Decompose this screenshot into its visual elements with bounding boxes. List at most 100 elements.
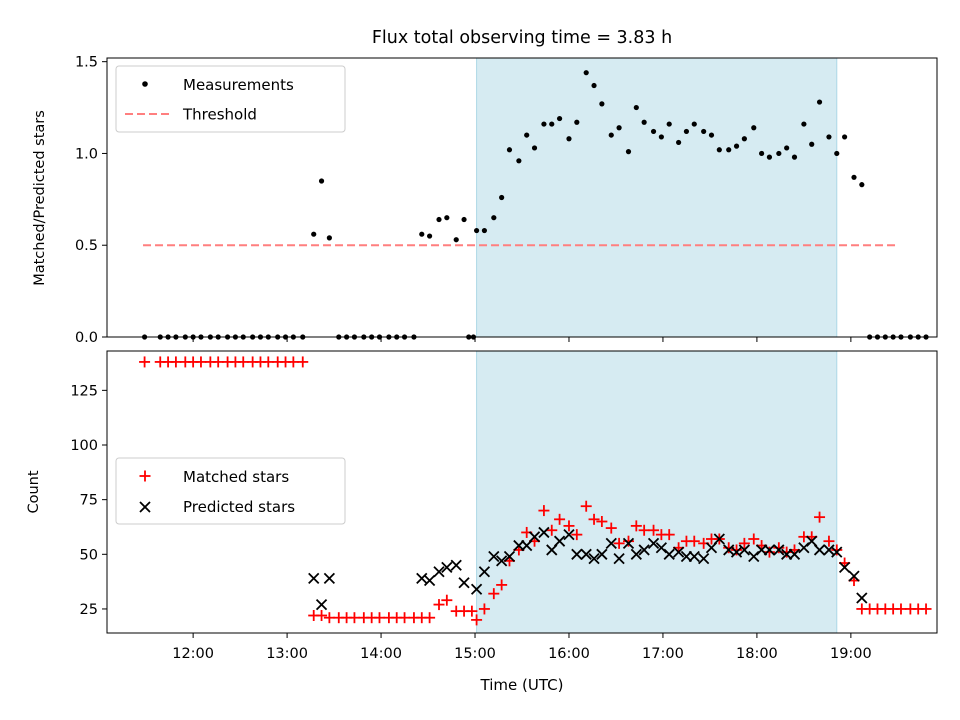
measurement-point [506,147,513,153]
measurement-point [625,149,632,155]
measurement-point [574,119,580,125]
matched-star-point [823,535,835,547]
measurement-point [851,174,857,180]
matched-star-point [195,356,207,368]
measurement-point [650,128,657,135]
predicted-star-point [528,531,541,543]
measurement-point [791,154,798,160]
predicted-star-point [450,559,462,571]
observing-window-shading [476,350,838,634]
observing-window-shading [476,57,838,338]
measurement-point [726,147,732,153]
measurement-point [608,132,614,138]
predicted-star-point [630,548,642,560]
matched-star-point [478,603,490,615]
predicted-star-point [315,598,328,611]
predicted-star-point [773,544,785,556]
matched-star-point [563,520,575,532]
measurement-point [784,145,790,151]
chart-title: Flux total observing time = 3.83 h [372,28,672,48]
predicted-star-point [647,537,660,550]
measurement-point [759,150,765,157]
matched-star-point [763,546,775,558]
measurement-point [541,121,547,127]
measurement-point [834,150,840,157]
ratio-y-tick-label: 1.0 [75,146,98,162]
matched-star-point [466,605,478,617]
ratio-y-tick-label: 0.0 [75,330,98,346]
count-legend-box [115,457,346,525]
measurement-point [801,121,807,127]
matched-star-point [139,356,151,368]
predicted-stars-points [308,526,868,611]
legend-measurements-label: Measurements [183,76,294,94]
measurement-point [549,121,555,127]
matched-star-point [287,356,299,368]
predicted-star-point [423,574,436,587]
measurement-point [641,119,647,125]
predicted-star-point [613,553,625,565]
count-panel: 25 50 75 100 125 12:00 13:00 14:00 15:00 16:00 17… [26,350,938,694]
time-x-axis-label: Time (UTC) [480,676,564,694]
measurement-point [427,233,433,239]
measurement-point [436,216,442,223]
measurement-point [716,147,722,153]
measurement-point [633,104,639,111]
predicted-star-point [838,561,851,574]
matched-star-point [605,522,617,534]
matched-star-point [170,356,182,368]
measurement-point [809,141,815,147]
matched-star-point [316,610,328,622]
predicted-star-point [848,570,860,582]
ratio-legend-box [115,65,346,133]
predicted-star-point [730,546,743,558]
ratio-y-ticks: 0.0 0.5 1.0 1.5 [75,55,107,346]
measurement-point [816,99,823,105]
predicted-star-point [663,548,675,560]
matched-star-point [831,544,843,556]
measurement-point [676,139,682,146]
predicted-star-point [605,537,617,550]
matched-star-point [496,579,508,591]
measurement-point [499,194,505,201]
matched-star-point [781,546,793,558]
matched-star-point [738,537,750,549]
measurement-point [859,182,865,188]
predicted-star-point [308,572,320,584]
matched-star-point [580,500,592,512]
measurement-point [599,101,605,107]
predicted-star-point [488,550,500,563]
measurement-point [444,215,450,221]
matched-star-point [262,356,274,368]
predicted-star-point [831,546,843,558]
measurement-point [751,125,757,131]
observing-window-region [476,350,838,634]
matched-star-point [297,356,309,368]
predicted-star-point [813,544,826,556]
predicted-star-point [503,550,516,563]
measurement-point [516,158,522,164]
count-y-tick-label: 125 [70,383,98,399]
time-x-tick-label: 17:00 [642,646,684,662]
matched-star-point [373,612,385,624]
predicted-star-point [823,544,835,556]
matched-star-point [424,612,436,624]
measurement-points [141,70,929,340]
time-x-tick-label: 15:00 [454,646,496,662]
predicted-star-point [580,548,592,560]
matched-star-point [814,511,826,523]
predicted-star-point [470,583,483,595]
measurement-point [481,227,488,234]
legend-predicted-marker [139,501,151,513]
time-x-tick-label: 19:00 [830,646,872,662]
measurement-point [419,231,425,237]
predicted-star-point [588,553,600,565]
matched-star-point [588,513,600,525]
matched-star-point [622,535,634,547]
predicted-star-point [713,533,725,545]
measurement-point [842,134,848,140]
legend-predicted-label: Predicted stars [183,498,295,516]
time-x-tick-label: 14:00 [360,646,402,662]
matched-star-point [471,614,483,626]
predicted-star-point [638,544,650,556]
